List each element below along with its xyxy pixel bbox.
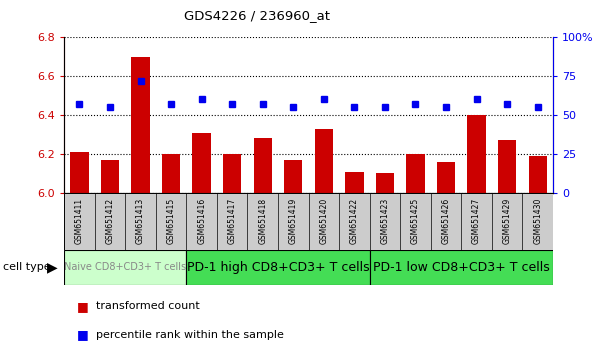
Text: PD-1 high CD8+CD3+ T cells: PD-1 high CD8+CD3+ T cells <box>187 261 369 274</box>
Text: GSM651413: GSM651413 <box>136 198 145 244</box>
Bar <box>186 250 370 285</box>
Bar <box>345 172 364 193</box>
Text: GSM651416: GSM651416 <box>197 198 206 244</box>
Text: GSM651415: GSM651415 <box>167 198 175 244</box>
Text: GSM651430: GSM651430 <box>533 198 542 245</box>
Bar <box>376 173 394 193</box>
Bar <box>406 154 425 193</box>
Text: GSM651429: GSM651429 <box>503 198 511 244</box>
Bar <box>315 129 333 193</box>
Bar <box>64 250 186 285</box>
Bar <box>162 154 180 193</box>
Bar <box>131 57 150 193</box>
Text: ■: ■ <box>76 300 88 313</box>
Text: GSM651419: GSM651419 <box>289 198 298 244</box>
Bar <box>101 160 119 193</box>
Text: GSM651420: GSM651420 <box>320 198 328 244</box>
Bar <box>498 141 516 193</box>
Bar <box>370 250 553 285</box>
Text: GSM651427: GSM651427 <box>472 198 481 244</box>
Text: ▶: ▶ <box>46 260 57 274</box>
Text: GSM651411: GSM651411 <box>75 198 84 244</box>
Text: GSM651422: GSM651422 <box>350 198 359 244</box>
Text: transformed count: transformed count <box>96 301 200 311</box>
Text: Naive CD8+CD3+ T cells: Naive CD8+CD3+ T cells <box>64 262 186 272</box>
Text: GSM651426: GSM651426 <box>442 198 450 244</box>
Bar <box>254 138 272 193</box>
Text: percentile rank within the sample: percentile rank within the sample <box>96 330 284 339</box>
Bar <box>437 162 455 193</box>
Bar <box>223 154 241 193</box>
Text: GSM651418: GSM651418 <box>258 198 267 244</box>
Bar <box>70 152 89 193</box>
Bar <box>529 156 547 193</box>
Text: GSM651417: GSM651417 <box>228 198 236 244</box>
Bar <box>192 133 211 193</box>
Bar <box>284 160 302 193</box>
Text: GSM651412: GSM651412 <box>106 198 114 244</box>
Text: ■: ■ <box>76 328 88 341</box>
Bar <box>467 115 486 193</box>
Text: PD-1 low CD8+CD3+ T cells: PD-1 low CD8+CD3+ T cells <box>373 261 550 274</box>
Text: GSM651423: GSM651423 <box>381 198 389 244</box>
Text: GSM651425: GSM651425 <box>411 198 420 244</box>
Text: cell type: cell type <box>3 262 51 272</box>
Text: GDS4226 / 236960_at: GDS4226 / 236960_at <box>184 9 329 22</box>
